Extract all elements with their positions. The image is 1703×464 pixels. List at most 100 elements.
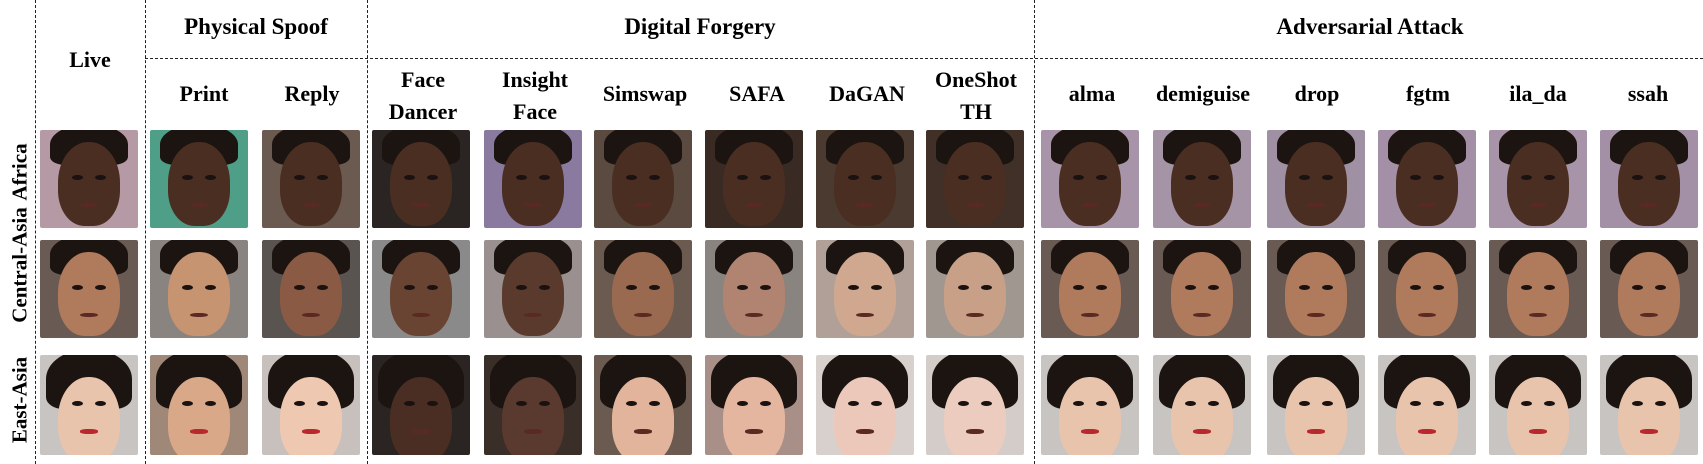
face-image-east-asia-demiguise — [1153, 355, 1251, 455]
face-image-africa-fgtm — [1378, 130, 1476, 228]
face-image-africa-dagan — [816, 130, 914, 228]
face — [389, 141, 453, 227]
mouth — [412, 312, 430, 318]
eye — [648, 175, 660, 180]
eye — [737, 401, 749, 406]
face — [1058, 251, 1122, 337]
eye — [958, 285, 970, 290]
eye — [1521, 175, 1533, 180]
mouth — [190, 429, 208, 434]
face — [389, 251, 453, 337]
eye — [316, 175, 328, 180]
face — [943, 251, 1007, 337]
eye — [404, 401, 416, 406]
mouth — [1418, 312, 1436, 318]
eye — [204, 175, 216, 180]
mouth — [1418, 429, 1436, 434]
eye — [1521, 401, 1533, 406]
eye — [1654, 175, 1666, 180]
eye — [648, 401, 660, 406]
eye — [94, 401, 106, 406]
face-image-central-asia-safa — [705, 240, 803, 338]
eye — [404, 285, 416, 290]
mouth — [1529, 429, 1547, 434]
face — [279, 141, 343, 227]
mouth — [190, 312, 208, 318]
face — [833, 251, 897, 337]
face-image-east-asia-oneshot-th — [926, 355, 1024, 455]
face — [1284, 141, 1348, 227]
face-image-east-asia-print — [150, 355, 248, 455]
mouth — [745, 312, 763, 318]
face — [1617, 377, 1681, 455]
eye — [1410, 401, 1422, 406]
face — [167, 141, 231, 227]
group-digital-forgery: Digital Forgery — [624, 14, 776, 39]
face-image-east-asia-safa — [705, 355, 803, 455]
face-image-africa-reply — [262, 130, 360, 228]
face-image-central-asia-reply — [262, 240, 360, 338]
eye — [870, 285, 882, 290]
face-image-africa-alma — [1041, 130, 1139, 228]
eye — [72, 285, 84, 290]
mouth — [745, 429, 763, 434]
eye — [294, 175, 306, 180]
eye — [1207, 175, 1219, 180]
eye — [1432, 175, 1444, 180]
col-oneshot-th-line2: TH — [960, 99, 992, 124]
face — [1170, 141, 1234, 227]
eye — [316, 401, 328, 406]
eye — [538, 175, 550, 180]
eye — [182, 401, 194, 406]
eye — [1321, 285, 1333, 290]
eye — [516, 401, 528, 406]
face-image-east-asia-reply — [262, 355, 360, 455]
face-image-central-asia-dagan — [816, 240, 914, 338]
mouth — [1193, 312, 1211, 318]
eye — [426, 285, 438, 290]
row-label-africa: Africa — [7, 143, 32, 201]
eye — [1299, 175, 1311, 180]
col-face-dancer: Face Dancer — [389, 64, 457, 128]
eye — [759, 285, 771, 290]
eye — [404, 175, 416, 180]
eye — [426, 401, 438, 406]
face — [722, 141, 786, 227]
separator-digital — [367, 0, 368, 464]
eye — [538, 401, 550, 406]
separator-adversarial — [1034, 0, 1035, 464]
mouth — [1193, 202, 1211, 208]
eye — [980, 175, 992, 180]
eye — [182, 285, 194, 290]
eye — [1632, 175, 1644, 180]
mouth — [524, 202, 542, 208]
eye — [182, 175, 194, 180]
col-dagan: DaGAN — [829, 81, 905, 106]
mouth — [634, 202, 652, 208]
mouth — [1640, 312, 1658, 318]
face — [1058, 141, 1122, 227]
eye — [1654, 285, 1666, 290]
face — [943, 377, 1007, 455]
face — [1617, 251, 1681, 337]
face-image-africa-ila-da — [1489, 130, 1587, 228]
eye — [737, 285, 749, 290]
face — [833, 377, 897, 455]
face-image-central-asia-ssah — [1600, 240, 1698, 338]
face — [279, 377, 343, 455]
mouth — [302, 202, 320, 208]
eye — [1632, 401, 1644, 406]
col-alma: alma — [1068, 81, 1116, 106]
face — [1284, 251, 1348, 337]
mouth — [1081, 429, 1099, 434]
eye — [980, 285, 992, 290]
eye — [1521, 285, 1533, 290]
mouth — [966, 429, 984, 434]
face — [167, 377, 231, 455]
mouth — [966, 202, 984, 208]
row-label-central-asia: Central-Asia — [7, 207, 32, 323]
face-image-east-asia-alma — [1041, 355, 1139, 455]
col-insight-face: Insight Face — [502, 64, 568, 128]
eye — [648, 285, 660, 290]
eye — [626, 401, 638, 406]
